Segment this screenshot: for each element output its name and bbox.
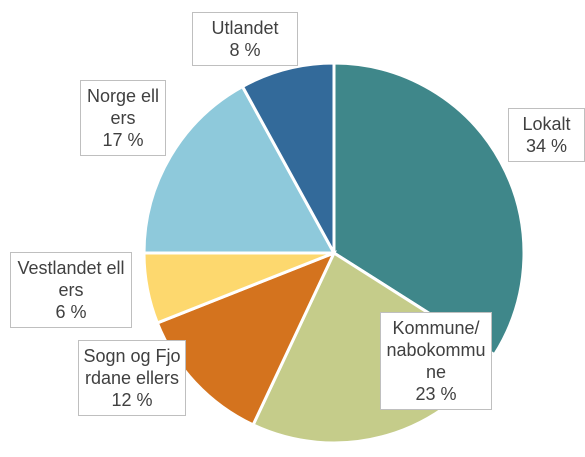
pie-slice <box>155 250 337 427</box>
value-label: 17 % <box>102 130 144 150</box>
value-label: 34 % <box>525 136 568 156</box>
category-label: Norge ellers <box>86 86 160 128</box>
category-label: Vestlandet ellers <box>17 258 125 300</box>
data-label: Lokalt 34 % <box>508 108 585 162</box>
data-label: Norge ellers 17 % <box>80 80 166 156</box>
value-label: 23 % <box>415 384 457 404</box>
value-label: 12 % <box>111 390 153 410</box>
pie-slice <box>240 61 336 254</box>
value-label: 6 % <box>55 302 87 322</box>
data-label: Vestlandet ellers 6 % <box>10 252 132 328</box>
category-label: Sogn og Fjordane ellers <box>83 346 181 388</box>
data-label: Sogn og Fjordane ellers 12 % <box>78 340 186 416</box>
data-label: Kommune/ nabokommune 23 % <box>380 312 492 410</box>
data-label: Utlandet 8 % <box>192 12 298 66</box>
pie-slice <box>142 84 337 255</box>
value-label: 8 % <box>229 40 261 60</box>
category-label: Kommune/ nabokommune <box>386 318 486 382</box>
category-label: Utlandet <box>211 18 279 38</box>
category-label: Lokalt <box>522 114 571 134</box>
